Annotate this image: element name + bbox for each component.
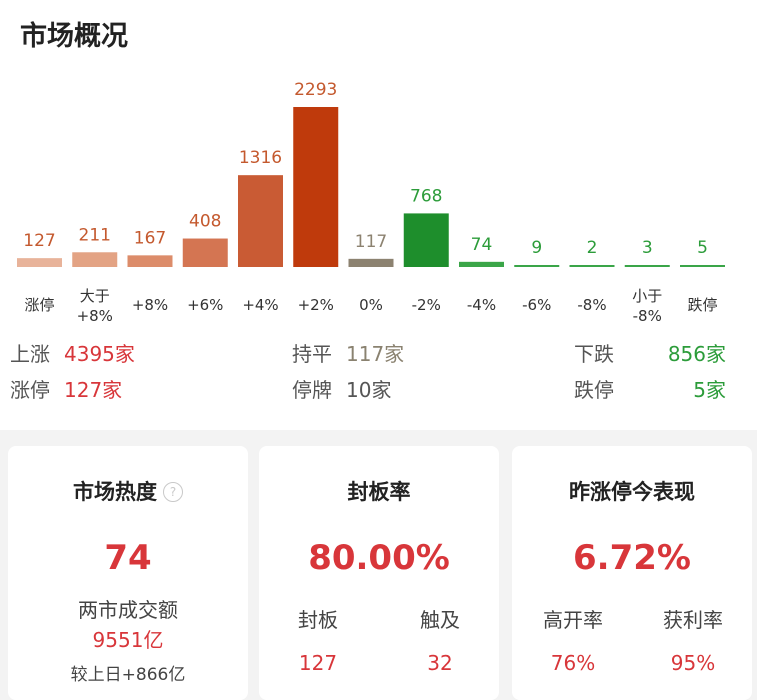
suspend-stat: 停牌 10家	[292, 374, 391, 403]
bar-2	[127, 255, 173, 267]
bar-9	[514, 265, 560, 267]
bar-1	[72, 252, 118, 267]
limit-down-stat: 跌停 5家	[574, 374, 726, 403]
bar-value-label-3: 408	[189, 212, 221, 232]
touched-value: 32	[427, 651, 453, 675]
profit-stat: 获利率 95%	[648, 604, 738, 675]
category-label-11: 小于-8%	[632, 287, 662, 325]
category-label-8: -4%	[467, 296, 496, 314]
seal-rate-value: 80.00%	[308, 538, 450, 578]
category-label-4: +4%	[242, 296, 278, 314]
rise-label: 上涨	[10, 342, 50, 366]
turnover-label: 两市成交额	[78, 598, 178, 622]
question-icon[interactable]: ?	[163, 482, 183, 502]
category-label-9: -6%	[522, 296, 551, 314]
seal-rate-title: 封板率	[347, 480, 411, 504]
market-heat-card[interactable]: 市场热度? 74 两市成交额 9551亿 较上日+866亿	[8, 446, 248, 700]
rise-stat: 上涨 4395家	[10, 338, 135, 367]
bar-6	[348, 258, 394, 267]
bar-4	[238, 175, 283, 267]
limit-up-stat: 涨停 127家	[10, 374, 122, 403]
bar-value-label-0: 127	[23, 231, 55, 251]
turnover-change: 较上日+866亿	[70, 665, 186, 685]
yesterday-title: 昨涨停今表现	[569, 480, 695, 504]
high-open-value: 76%	[550, 651, 596, 675]
sealed-value: 127	[298, 651, 338, 675]
fall-stat: 下跌 856家	[574, 338, 726, 367]
limit-down-label: 跌停	[574, 378, 614, 402]
bar-10	[569, 265, 615, 267]
bar-value-label-9: 9	[531, 238, 542, 258]
suspend-label: 停牌	[292, 378, 332, 402]
bar-value-label-10: 2	[587, 238, 598, 258]
high-open-stat: 高开率 76%	[528, 604, 618, 675]
rise-value: 4395家	[64, 342, 135, 366]
fall-value: 856家	[667, 342, 726, 366]
profit-value: 95%	[670, 651, 716, 675]
category-label-1: 大于+8%	[77, 287, 113, 325]
category-label-0: 涨停	[24, 296, 54, 314]
seal-rate-card[interactable]: 封板率 80.00% 封板 127 触及 32	[259, 446, 499, 700]
bar-3	[182, 238, 228, 267]
bar-12	[680, 265, 725, 267]
turnover-value: 9551亿	[92, 628, 164, 652]
bar-value-label-8: 74	[471, 235, 493, 255]
limit-up-value: 127家	[64, 378, 123, 402]
market-heat-value: 74	[104, 538, 152, 578]
bar-value-label-6: 117	[355, 232, 387, 252]
bar-5	[293, 107, 339, 267]
bar-0	[17, 258, 62, 267]
category-label-6: 0%	[359, 296, 383, 314]
bar-value-label-2: 167	[134, 228, 166, 248]
limit-down-value: 5家	[693, 378, 726, 402]
category-label-12: 跌停	[687, 296, 717, 314]
bar-value-label-4: 1316	[239, 148, 282, 168]
fall-label: 下跌	[574, 342, 614, 366]
summary-section: 上涨 4395家 持平 117家 下跌 856家 涨停 127家 停牌 10家 跌停 5家	[0, 334, 757, 424]
bar-8	[459, 261, 504, 267]
suspend-value: 10家	[346, 378, 392, 402]
high-open-label: 高开率	[543, 608, 603, 632]
bar-11	[624, 265, 670, 267]
yesterday-limit-up-card[interactable]: 昨涨停今表现 6.72% 高开率 76% 获利率 95%	[512, 446, 752, 700]
limit-up-label: 涨停	[10, 378, 50, 402]
bar-value-label-1: 211	[79, 225, 111, 245]
distribution-bar-chart: 127 涨停 211 大于+8% 167 +8% 408 +6% 1316 +4% 2293 +2% 1…	[17, 80, 725, 325]
flat-label: 持平	[292, 342, 332, 366]
sealed-stat: 封板 127	[273, 604, 363, 675]
profit-label: 获利率	[663, 608, 723, 632]
category-label-5: +2%	[298, 296, 334, 314]
touched-label: 触及	[420, 608, 460, 632]
touched-stat: 触及 32	[395, 604, 485, 675]
bar-value-label-7: 768	[410, 186, 442, 206]
category-label-7: -2%	[412, 296, 441, 314]
category-label-2: +8%	[132, 296, 168, 314]
bar-value-label-12: 5	[697, 238, 708, 258]
category-label-3: +6%	[187, 296, 223, 314]
sealed-label: 封板	[298, 608, 338, 632]
category-label-10: -8%	[577, 296, 606, 314]
flat-value: 117家	[346, 342, 405, 366]
flat-stat: 持平 117家	[292, 338, 404, 367]
bar-7	[403, 213, 449, 267]
page-title: 市场概况	[20, 21, 128, 52]
bar-value-label-5: 2293	[294, 80, 337, 100]
yesterday-value: 6.72%	[573, 538, 691, 578]
market-heat-title: 市场热度?	[8, 476, 248, 506]
bar-value-label-11: 3	[642, 238, 653, 258]
